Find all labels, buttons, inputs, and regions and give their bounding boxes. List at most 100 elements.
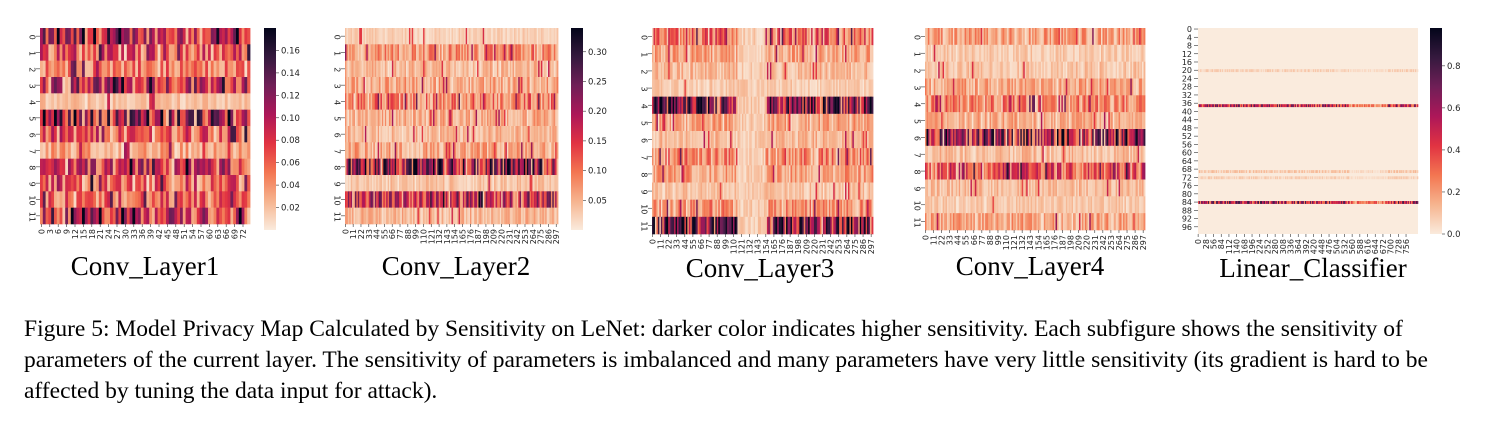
heatmap-cell [532,44,535,61]
heatmap-cell [539,109,542,127]
heatmap-cell [222,109,226,127]
heatmap-cell [735,216,738,235]
heatmap-cell [521,142,523,159]
heatmap-cell [522,93,525,110]
heatmap-cell [933,28,936,46]
heatmap-cell [393,44,396,61]
heatmap-cell [442,191,445,208]
heatmap-cell [791,45,794,63]
heatmap-cell [1023,28,1026,46]
heatmap-cell [397,44,400,61]
heatmap-cell [790,199,793,218]
heatmap-cell [238,126,242,143]
heatmap-cell [733,148,735,166]
heatmap-cell [461,207,464,225]
heatmap-cell [992,28,995,46]
heatmap-cell [731,216,734,235]
heatmap-cell [199,207,203,225]
heatmap-cell [512,93,515,110]
heatmap-cell [656,131,659,149]
heatmap-cell [870,216,872,235]
heatmap-cell [241,77,245,94]
heatmap-cell [440,60,442,78]
heatmap-cell [45,60,49,78]
heatmap-cell [787,165,790,183]
heatmap-cell [430,77,433,94]
heatmap-cell [685,131,688,149]
heatmap-cell [811,28,813,46]
heatmap-cell [521,126,523,143]
heatmap-cell [496,158,499,176]
heatmap-cell [474,142,477,159]
heatmap-cell [448,126,451,143]
heatmap-cell [474,77,477,94]
heatmap-cell [425,44,428,61]
heatmap-cell [657,182,660,200]
heatmap-cell [360,77,363,94]
heatmap-cell [864,96,867,115]
heatmap-cell [802,148,805,166]
heatmap-cell [814,113,816,132]
heatmap-cell [488,175,491,192]
heatmap-cell [657,165,660,183]
heatmap-cell [424,60,427,78]
heatmap-cell [783,165,785,183]
heatmap-cell [814,216,816,235]
heatmap-cell [182,126,186,143]
heatmap-cell [371,28,374,45]
heatmap-cell [445,77,448,94]
heatmap-cell [718,45,721,63]
heatmap-cell [821,216,824,235]
heatmap-cell [1052,28,1055,46]
heatmap-cell [435,93,438,110]
heatmap-cell [731,165,734,183]
heatmap-cell [397,175,400,192]
heatmap-cell [499,158,502,176]
heatmap-cell [366,175,369,192]
heatmap-cell [515,142,518,159]
heatmap-cell [532,93,535,110]
heatmap-cell [180,158,184,176]
x-tick-label: 88 [404,229,413,239]
heatmap-cell [227,60,231,78]
heatmap-cell [485,175,488,192]
heatmap-cell [430,44,433,61]
heatmap-cell [411,44,414,61]
heatmap-cell [725,45,728,63]
heatmap-cell [706,131,709,149]
heatmap-cell [752,165,755,183]
heatmap-cell [553,109,556,127]
heatmap-cell [484,44,486,61]
heatmap-cell [705,148,707,166]
heatmap-cell [398,109,401,127]
heatmap-cell [383,142,386,159]
heatmap-cell [846,45,849,63]
x-tick-label: 231 [505,229,514,244]
heatmap-cell [1005,28,1008,46]
heatmap-cell [389,126,391,143]
heatmap-cell [478,77,481,94]
heatmap-cell [678,131,681,149]
heatmap-cell [380,158,383,176]
heatmap-cell [706,96,709,115]
heatmap-cell [491,28,494,45]
heatmap-cell [871,45,874,63]
heatmap-cell [706,165,709,183]
heatmap-cell [389,109,391,127]
heatmap-cell [140,93,144,110]
x-tick-label: 42 [155,229,164,239]
heatmap-cell [777,182,780,200]
heatmap-cell [687,62,690,80]
heatmap-cell [129,126,133,143]
heatmap-cell [846,28,849,46]
heatmap-cell [427,126,430,143]
heatmap-cell [238,28,242,45]
heatmap-cell [868,62,871,80]
heatmap-cell [383,175,386,192]
heatmap-cell [216,44,220,61]
heatmap-cell [394,28,397,45]
heatmap-cell [839,62,841,80]
heatmap-cell [233,175,237,192]
heatmap-cell [447,77,450,94]
heatmap-cell [749,28,752,46]
